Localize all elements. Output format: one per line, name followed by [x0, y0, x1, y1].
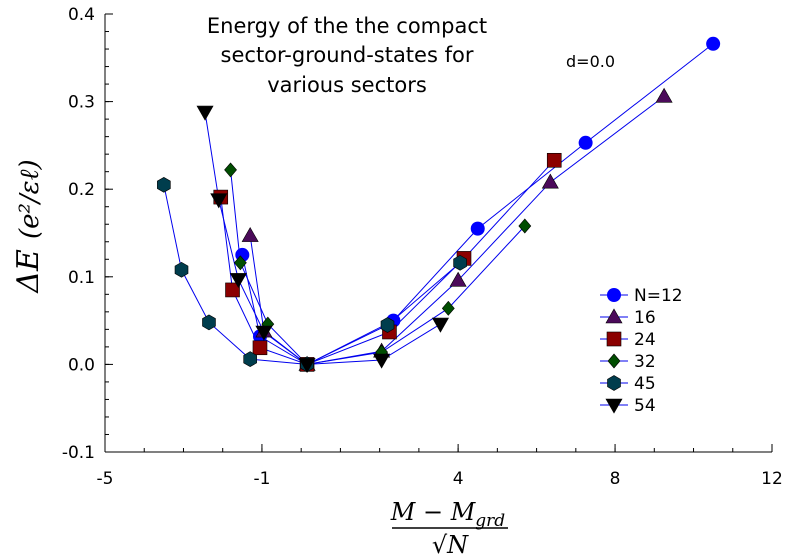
y-label-main: ΔE [11, 249, 46, 294]
data-point-series-6 [373, 353, 391, 369]
legend-marker [605, 398, 623, 414]
data-point-series-3 [225, 282, 240, 298]
data-point-series-2 [449, 271, 467, 287]
svg-text:M − Mgrd: M − Mgrd [390, 498, 506, 531]
data-point-series-4 [441, 300, 455, 316]
data-point-series-6 [255, 325, 273, 341]
y-axis-label: ΔE (e²/εℓ) [11, 159, 46, 293]
y-tick-label: 0.3 [68, 93, 95, 113]
data-point-series-5 [174, 261, 189, 278]
legend-marker [607, 288, 621, 302]
legend-marker [606, 331, 622, 347]
data-point-series-1 [470, 221, 485, 236]
legend-label: 54 [634, 396, 656, 416]
data-point-series-6 [229, 273, 247, 289]
data-point-series-6 [431, 317, 449, 333]
x-tick-label: -1 [253, 469, 270, 489]
data-point-series-1 [706, 36, 721, 51]
axes [104, 14, 772, 453]
series-line-5 [163, 184, 461, 365]
y-tick-label: -0.1 [62, 443, 95, 463]
chart-title: Energy of the the compact sector-ground-… [207, 14, 487, 97]
y-tick-label: 0.4 [68, 5, 95, 25]
series-line-4 [230, 169, 526, 365]
x-label-denominator: √N [432, 531, 469, 558]
data-point-series-2 [655, 87, 673, 103]
data-point-series-1 [578, 135, 593, 150]
data-point-series-3 [252, 340, 268, 356]
data-point-series-2 [541, 173, 559, 189]
data-point-series-4 [233, 255, 247, 271]
legend-label: 24 [634, 330, 656, 350]
legend-label: 32 [634, 352, 656, 372]
data-point-series-5 [453, 254, 467, 271]
annotation-d: d=0.0 [566, 52, 615, 71]
data-point-series-5 [380, 317, 395, 333]
data-point-series-3 [546, 152, 562, 168]
x-label-numerator: M − M [390, 498, 477, 526]
title-line-1: Energy of the the compact [207, 14, 487, 38]
series-line-2 [249, 95, 665, 365]
title-line-3: various sectors [267, 73, 427, 97]
series-lines [163, 43, 714, 365]
y-tick-label: 0.0 [68, 355, 95, 375]
title-line-2: sector-ground-states for [221, 43, 474, 67]
svg-text:ΔE(e²/εℓ): ΔE (e²/εℓ) [11, 159, 46, 293]
data-point-series-2 [241, 227, 259, 242]
data-point-series-5 [157, 176, 171, 193]
x-tick-label: 4 [453, 469, 464, 489]
legend-label: 45 [634, 374, 656, 394]
data-point-series-5 [243, 351, 257, 367]
x-tick-label: 12 [761, 469, 783, 489]
data-point-series-6 [196, 105, 214, 121]
data-point-series-4 [224, 162, 237, 178]
legend-marker [605, 308, 623, 324]
series-markers [157, 36, 721, 374]
series-line-6 [204, 112, 441, 365]
y-tick-label: 0.1 [68, 268, 95, 288]
data-point-series-6 [298, 358, 316, 374]
legend-label: 16 [634, 308, 656, 328]
y-tick-label: 0.2 [68, 180, 95, 200]
legend-label: N=12 [634, 286, 683, 306]
x-tick-label: -5 [97, 469, 114, 489]
x-tick-label: 8 [610, 469, 621, 489]
legend-marker [607, 375, 621, 391]
data-point-series-4 [518, 218, 532, 234]
x-axis-label: M − Mgrd √N [390, 498, 508, 558]
legend-marker [607, 353, 621, 369]
y-label-unit: (e²/εℓ) [15, 159, 45, 239]
data-point-series-6 [210, 193, 228, 209]
data-point-series-5 [202, 314, 216, 331]
x-label-numerator-sub: grd [475, 511, 505, 531]
ticks: -5 -1 4 8 12 -0.1 0.0 0.1 0.2 0.3 0.4 [62, 5, 783, 489]
